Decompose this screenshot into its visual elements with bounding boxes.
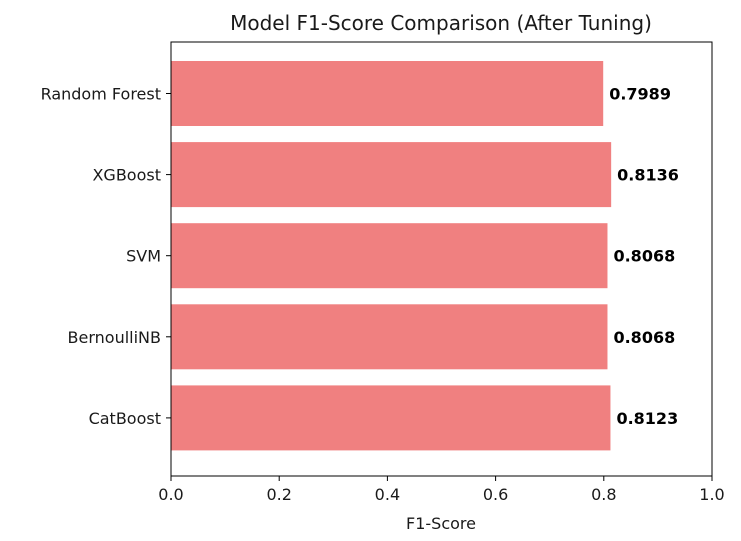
plot-frame (170, 41, 713, 477)
y-tick-label: XGBoost (92, 166, 161, 185)
value-label: 0.8123 (616, 409, 678, 428)
bar (171, 385, 611, 451)
bar (171, 61, 604, 126)
bar (171, 223, 608, 289)
y-tick-label: Random Forest (41, 85, 161, 104)
y-tick-label: BernoulliNB (68, 328, 161, 347)
value-label: 0.8068 (613, 328, 675, 347)
x-tick-label: 0.0 (158, 485, 183, 504)
chart-title: Model F1-Score Comparison (After Tuning) (230, 11, 652, 35)
y-tick-label: SVM (126, 247, 161, 266)
value-label: 0.8068 (613, 247, 675, 266)
x-tick-label: 1.0 (699, 485, 724, 504)
x-tick-label: 0.6 (483, 485, 508, 504)
bar (171, 304, 608, 370)
bars-layer: 0.7989 0.8136 0.8068 0.8068 0.8123 (171, 61, 679, 451)
x-tick-label: 0.2 (266, 485, 291, 504)
bar (171, 142, 612, 208)
x-axis: 0.0 0.2 0.4 0.6 0.8 1.0 (158, 476, 725, 504)
value-label: 0.8136 (617, 166, 679, 185)
x-tick-label: 0.4 (375, 485, 400, 504)
y-axis: Random Forest XGBoost SVM BernoulliNB CatBoo… (41, 85, 171, 428)
y-tick-label: CatBoost (89, 409, 161, 428)
value-label: 0.7989 (609, 85, 671, 104)
x-tick-label: 0.8 (591, 485, 616, 504)
x-axis-label: F1-Score (406, 514, 476, 533)
